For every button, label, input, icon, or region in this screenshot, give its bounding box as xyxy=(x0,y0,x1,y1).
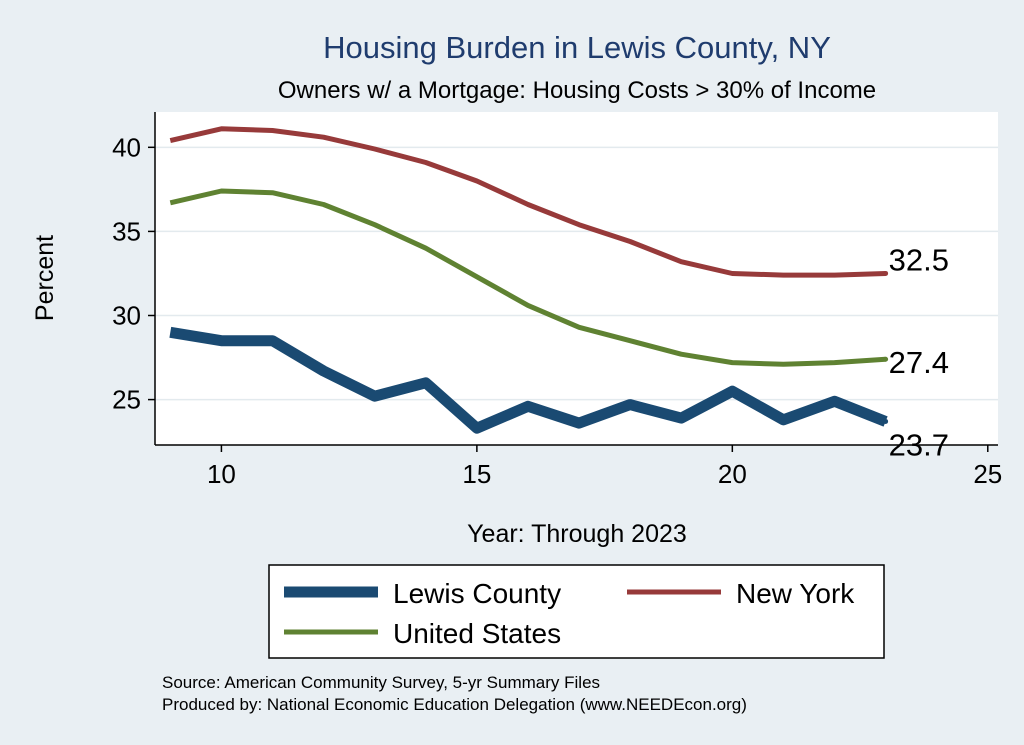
chart-title: Housing Burden in Lewis County, NY xyxy=(323,30,831,65)
legend-label-new-york: New York xyxy=(736,578,855,609)
series-line-united-states xyxy=(169,188,886,367)
y-tick-label: 30 xyxy=(112,301,141,331)
gridlines xyxy=(155,146,998,401)
produced-by-note: Produced by: National Economic Education… xyxy=(162,695,747,714)
y-axis-title: Percent xyxy=(31,235,59,321)
y-tick-label: 35 xyxy=(112,216,141,246)
plot-area xyxy=(155,112,998,445)
end-label-lewis-county: 23.7 xyxy=(889,427,949,462)
series-line-new-york xyxy=(169,126,886,278)
legend-label-united-states: United States xyxy=(393,618,561,649)
series-end-point-lewis-county xyxy=(883,418,889,424)
series-end-point-new-york xyxy=(883,270,889,276)
source-note: Source: American Community Survey, 5-yr … xyxy=(162,673,600,692)
series-lines xyxy=(169,126,889,434)
legend-label-lewis-county: Lewis County xyxy=(393,578,561,609)
series-line-lewis-county xyxy=(169,326,888,434)
legend-box xyxy=(268,564,885,659)
end-label-united-states: 27.4 xyxy=(889,345,949,380)
end-label-new-york: 32.5 xyxy=(889,242,949,277)
x-tick-label: 15 xyxy=(462,459,491,489)
x-tick-label: 25 xyxy=(973,459,1002,489)
x-axis-title: Year: Through 2023 xyxy=(467,520,687,548)
x-tick-label: 10 xyxy=(207,459,236,489)
y-tick-label: 40 xyxy=(112,132,141,162)
y-tick-label: 25 xyxy=(112,385,141,415)
series-end-point-united-states xyxy=(883,356,889,362)
end-labels: 32.5 27.4 23.7 xyxy=(889,242,949,462)
chart-subtitle: Owners w/ a Mortgage: Housing Costs > 30… xyxy=(278,77,876,104)
x-tick-label: 20 xyxy=(718,459,747,489)
legend: Lewis County New York United States xyxy=(268,564,885,659)
axes: 25 30 35 40 10 15 20 25 xyxy=(112,112,1002,489)
